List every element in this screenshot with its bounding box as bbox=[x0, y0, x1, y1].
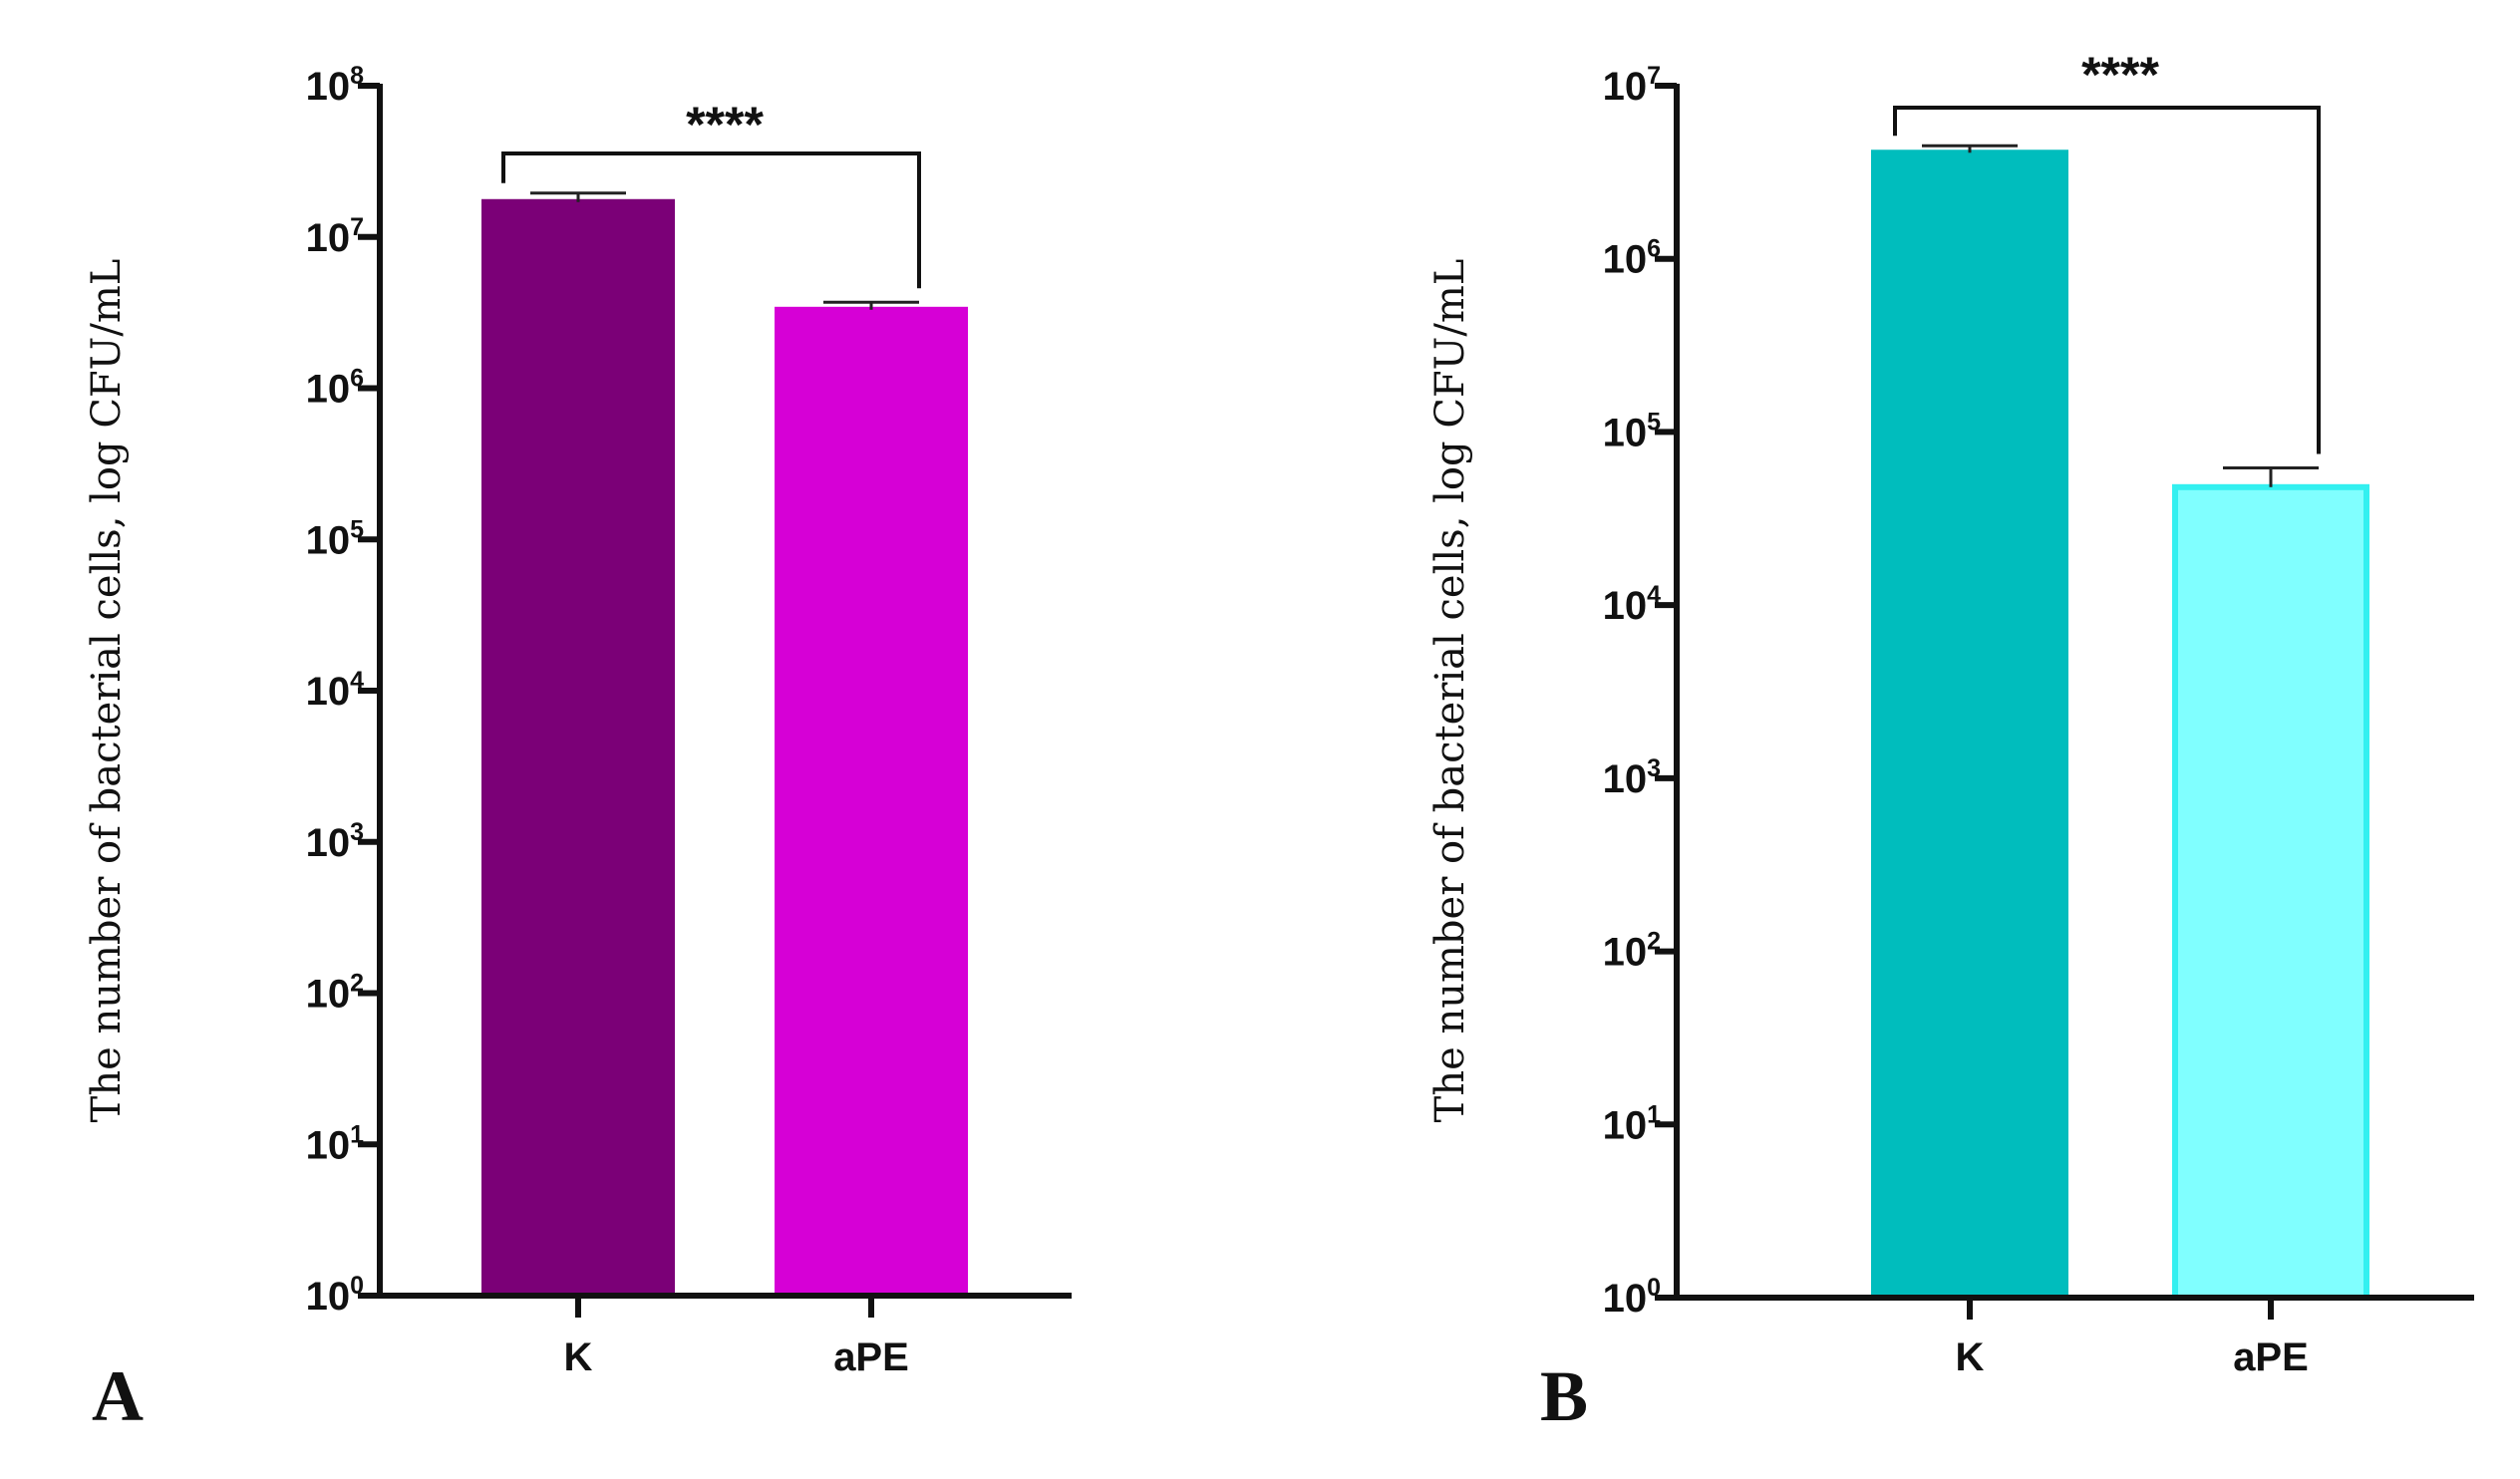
panel-a-y-axis-title: The number of bacterial cells, log CFU/m… bbox=[84, 259, 130, 1123]
panel-a-significance-bracket bbox=[501, 151, 921, 289]
panel-a-ytick-label: 100 bbox=[306, 1272, 364, 1319]
panel-a-ytick-label: 101 bbox=[306, 1120, 365, 1167]
panel-a-ytick-label: 108 bbox=[306, 62, 365, 109]
panel-b-ytick-label: 100 bbox=[1603, 1274, 1661, 1321]
panel-a-chart: 100 101 102 103 104 105 106 107 108 K aPE The numbe… bbox=[84, 62, 1072, 1436]
panel-a-bar-ape bbox=[775, 306, 968, 1300]
panel-a-ytick-label: 106 bbox=[306, 365, 364, 412]
panel-b-ytick-label: 105 bbox=[1603, 408, 1662, 454]
panel-b-ytick-label: 106 bbox=[1603, 235, 1661, 282]
panel-b-bar-ape bbox=[2172, 483, 2369, 1301]
panel-a-ytick-label: 103 bbox=[306, 818, 364, 865]
panel-a-category-label-ape: aPE bbox=[833, 1335, 909, 1379]
panel-a-bar-k bbox=[481, 198, 675, 1299]
panel-b-ytick-label: 103 bbox=[1603, 754, 1661, 801]
panel-b-category-label-k: K bbox=[1956, 1335, 1985, 1379]
panel-a-ytick-label: 105 bbox=[306, 515, 365, 562]
panel-b-label: B bbox=[1540, 1356, 1588, 1436]
panel-b-errorbar-k bbox=[1922, 144, 2018, 153]
panel-a-errorbar-ape bbox=[823, 300, 919, 310]
panel-a-ytick-label: 102 bbox=[306, 970, 364, 1017]
panel-b-category-label-ape: aPE bbox=[2233, 1335, 2309, 1379]
panel-b-ytick-label: 104 bbox=[1603, 581, 1662, 628]
panel-b-errorbar-ape bbox=[2223, 465, 2319, 487]
panel-b-ytick-label: 107 bbox=[1603, 62, 1661, 109]
panel-a-significance-label: **** bbox=[686, 97, 764, 152]
panel-a-errorbar-k bbox=[530, 191, 626, 202]
panel-a-ytick-label: 104 bbox=[306, 667, 365, 714]
panel-b-chart: 100 101 102 103 104 105 106 107 K aPE The number o… bbox=[1427, 47, 2474, 1436]
panel-a-ytick-label: 107 bbox=[306, 213, 364, 260]
panel-b-y-axis-title: The number of bacterial cells, log CFU/m… bbox=[1427, 259, 1473, 1123]
panel-b-ytick-label: 102 bbox=[1603, 928, 1661, 975]
panel-a-label: A bbox=[92, 1356, 144, 1436]
panel-b-significance-bracket bbox=[1893, 106, 2321, 454]
panel-a-category-label-k: K bbox=[564, 1335, 593, 1379]
panel-b-ytick-label: 101 bbox=[1603, 1100, 1662, 1147]
panel-b-significance-label: **** bbox=[2081, 47, 2159, 103]
panel-b-bar-k bbox=[1871, 149, 2068, 1301]
